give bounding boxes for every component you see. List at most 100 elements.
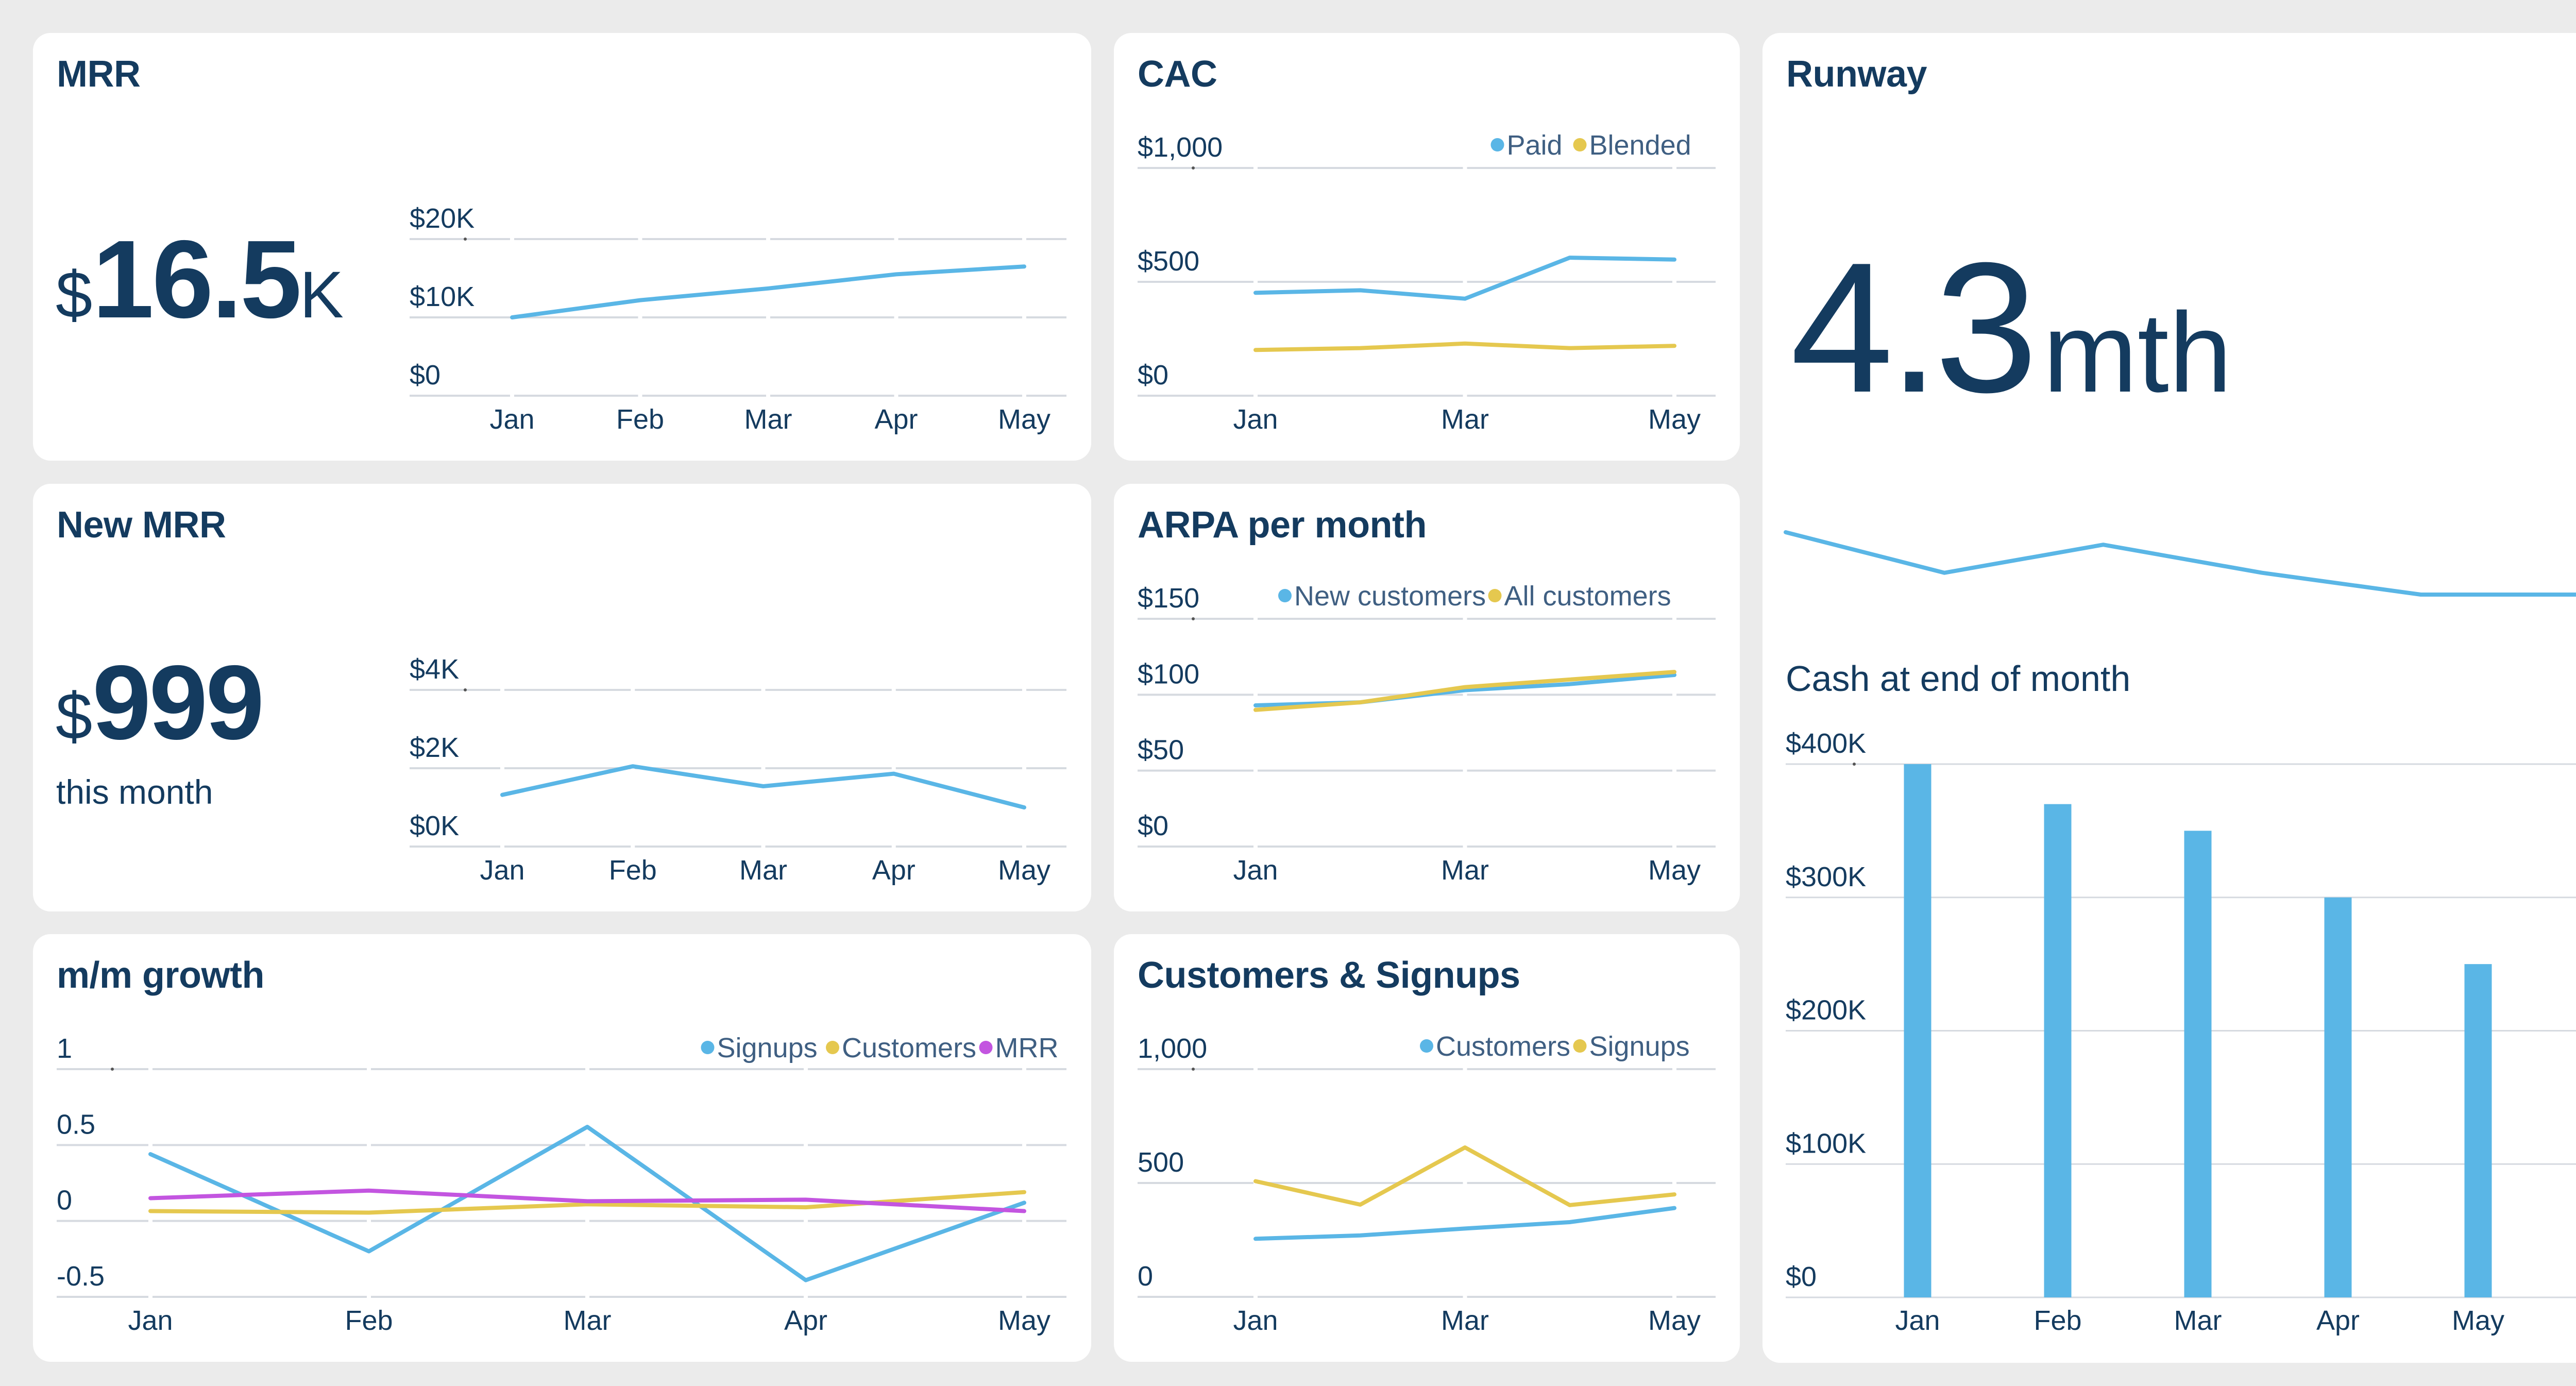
x-tick-label: Mar <box>1441 1305 1489 1336</box>
cac-chart: $0 $500 $1,000 Jan Mar May Blended Paid <box>1138 130 1716 435</box>
y-tick-label: $500 <box>1138 246 1199 277</box>
series-line-mrr <box>510 264 1026 319</box>
x-tick-label: Mar <box>739 855 787 886</box>
x-tick-label: May <box>2452 1305 2504 1336</box>
axis-dot <box>464 238 467 241</box>
x-tick-label: Mar <box>564 1305 612 1336</box>
y-tick-label: $1,000 <box>1138 132 1223 163</box>
y-tick-label: $20K <box>410 203 474 234</box>
y-tick-label: $10K <box>410 281 474 312</box>
arpa-card: ARPA per month $0 $50 $100 $150 Jan Mar May All… <box>1114 484 1740 911</box>
y-tick-label: $50 <box>1138 735 1184 766</box>
card-title: m/m growth <box>57 955 265 996</box>
legend-label: Customers <box>842 1033 976 1063</box>
y-tick-label: $2K <box>410 732 459 763</box>
axis-dot <box>464 688 467 691</box>
x-tick-label: Apr <box>872 855 916 886</box>
y-tick-label: 1,000 <box>1138 1033 1207 1064</box>
x-tick-label: Jan <box>1233 855 1278 886</box>
y-tick-label: $0 <box>1138 810 1168 841</box>
x-tick-label: May <box>998 1305 1050 1336</box>
card-title: ARPA per month <box>1138 504 1427 546</box>
axis-dot <box>1192 1068 1195 1071</box>
new-mrr-number: 999 <box>92 644 264 762</box>
x-tick-label: Jan <box>1233 1305 1278 1336</box>
legend-label: New customers <box>1294 581 1486 612</box>
new-mrr-card: New MRR $999 this month $0K $2K $4K Jan Feb M… <box>33 484 1091 911</box>
legend-label: Signups <box>717 1033 818 1063</box>
runway-value: 4.3mth <box>1790 235 2232 420</box>
x-tick-label: Feb <box>609 855 657 886</box>
runway-unit: mth <box>2043 289 2232 416</box>
runway-charts: $0 $100K $200K $300K $400K Jan Feb Mar Apr May <box>1784 530 2576 1336</box>
y-tick-label: 0 <box>1138 1261 1153 1292</box>
x-tick-label: May <box>1648 1305 1701 1336</box>
y-tick-label: -0.5 <box>57 1261 105 1292</box>
legend-dot <box>1420 1039 1433 1053</box>
new-mrr-chart: $0K $2K $4K Jan Feb Mar Apr May <box>410 654 1066 886</box>
mrr-chart: $0 $10K $20K Jan Feb Mar Apr May <box>410 203 1066 435</box>
x-tick-label: Feb <box>616 404 664 435</box>
mrr-card: MRR $16.5K $0 $10K $20K Jan Feb Mar Apr May <box>33 33 1091 461</box>
x-tick-label: Mar <box>1441 404 1489 435</box>
x-tick-label: Apr <box>784 1305 827 1336</box>
bar-jan <box>1904 764 1931 1297</box>
series-line-blended <box>1253 341 1676 352</box>
card-title: Runway <box>1786 54 1927 95</box>
mrr-number: 16.5 <box>92 217 301 341</box>
legend-label: Blended <box>1589 130 1691 161</box>
x-tick-label: Jan <box>480 855 524 886</box>
x-tick-label: May <box>1648 404 1701 435</box>
cac-card: CAC $0 $500 $1,000 Jan Mar May Blended Paid <box>1114 33 1740 461</box>
y-tick-label: $0 <box>1786 1261 1817 1292</box>
x-tick-label: Jan <box>1895 1305 1940 1336</box>
x-tick-label: Apr <box>874 404 918 435</box>
series-line-new-mrr <box>500 764 1026 810</box>
card-title: Customers & Signups <box>1138 955 1520 996</box>
x-tick-label: Jan <box>489 404 534 435</box>
axis-dot <box>1192 166 1195 170</box>
y-tick-label: $200K <box>1786 995 1866 1026</box>
axis-dot <box>1192 617 1195 620</box>
series-line-signups <box>148 1125 1026 1282</box>
legend-dot <box>979 1041 993 1054</box>
y-tick-label: 0 <box>57 1185 72 1216</box>
series-line-mrr <box>148 1188 1026 1213</box>
series-line-signups <box>1253 1145 1676 1207</box>
y-tick-label: 1 <box>57 1033 72 1064</box>
y-tick-label: 0.5 <box>57 1109 95 1140</box>
x-tick-label: May <box>998 855 1050 886</box>
y-tick-label: $0K <box>410 810 459 841</box>
growth-card: m/m growth -0.5 0 0.5 1 Jan Feb Mar Apr May MRR Cu… <box>33 934 1091 1362</box>
new-mrr-value: $999 <box>56 650 264 755</box>
x-tick-label: Mar <box>1441 855 1489 886</box>
x-tick-label: Feb <box>345 1305 393 1336</box>
currency-symbol: $ <box>56 680 93 753</box>
legend-dot <box>1573 1039 1587 1053</box>
currency-symbol: $ <box>56 258 93 332</box>
card-title: MRR <box>57 54 141 95</box>
x-tick-label: Jan <box>128 1305 173 1336</box>
x-tick-label: Mar <box>2174 1305 2222 1336</box>
y-tick-label: $400K <box>1786 728 1866 759</box>
bar-apr <box>2324 897 2352 1297</box>
x-tick-label: Mar <box>744 404 792 435</box>
customers-card: Customers & Signups 0 500 1,000 Jan Mar May Si… <box>1114 934 1740 1362</box>
legend-dot <box>701 1041 715 1054</box>
y-tick-label: $150 <box>1138 583 1199 614</box>
legend-label: MRR <box>995 1033 1059 1063</box>
series-line-paid <box>1253 256 1676 301</box>
arpa-chart: $0 $50 $100 $150 Jan Mar May All customers New c… <box>1138 581 1716 886</box>
axis-dot <box>1853 763 1856 766</box>
card-title: CAC <box>1138 54 1217 95</box>
legend-label: All customers <box>1504 581 1671 612</box>
y-tick-label: $0 <box>410 360 440 391</box>
runway-number: 4.3 <box>1790 224 2038 431</box>
legend-label: Paid <box>1507 130 1563 161</box>
y-tick-label: $300K <box>1786 861 1866 892</box>
mrr-suffix: K <box>299 258 344 332</box>
legend-dot <box>1490 138 1504 151</box>
series-line-all-customers <box>1253 670 1676 712</box>
bar-may <box>2464 964 2492 1297</box>
bar-feb <box>2044 804 2072 1297</box>
